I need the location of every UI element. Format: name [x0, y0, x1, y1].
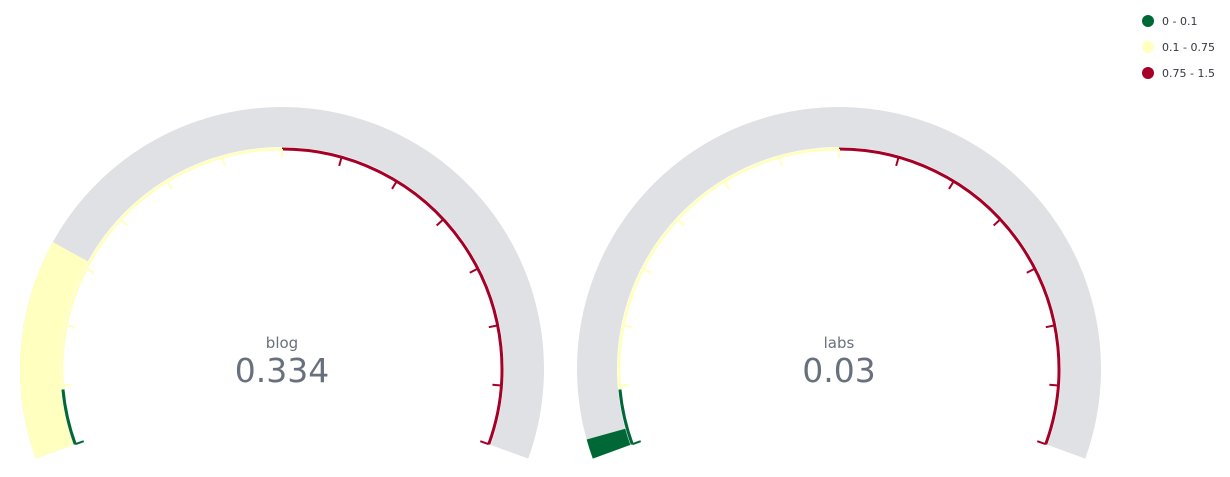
legend-swatch [1142, 67, 1154, 79]
gauge-tick [391, 180, 398, 190]
gauge-tick [677, 218, 686, 227]
gauge-tick [895, 156, 900, 167]
gauge-tick [1049, 383, 1059, 387]
gauge-range-band [61, 389, 77, 445]
gauge-label: blog [266, 334, 298, 352]
gauge-tick [992, 218, 1001, 227]
gauge-tick [120, 218, 129, 227]
gauge-range-band [617, 147, 840, 390]
legend-label: 0.75 - 1.5 [1162, 66, 1215, 80]
gauge-tick [492, 383, 502, 387]
gauge-tick [221, 156, 226, 167]
gauge-value-fill [586, 428, 631, 459]
gauge-tick [469, 267, 479, 274]
gauge-tick [778, 156, 783, 167]
legend-label: 0.1 - 0.75 [1162, 40, 1215, 54]
legend-swatch [1142, 15, 1154, 27]
gauge-range-band [838, 147, 1061, 445]
gauge-value-fill [19, 242, 88, 459]
gauge-tick [488, 324, 498, 329]
gauge-track [576, 106, 1101, 459]
legend-item[interactable]: 0 - 0.1 [1142, 8, 1215, 34]
gauge-tick [642, 267, 652, 274]
gauge-tick [166, 180, 173, 190]
gauge-tick [85, 267, 95, 274]
gauge-tick [948, 180, 955, 190]
gauge-tick [619, 383, 629, 387]
gauge-tick [338, 156, 343, 167]
gauge-value: 0.334 [235, 351, 329, 390]
gauge-label: labs [824, 334, 855, 352]
gauge-tick [1026, 267, 1036, 274]
legend-item[interactable]: 0.1 - 0.75 [1142, 34, 1215, 60]
legend-swatch [1142, 41, 1154, 53]
gauge-tick [62, 383, 72, 387]
gauge-tick [435, 218, 444, 227]
gauge-tick [623, 324, 633, 329]
gauge-range-band [281, 147, 504, 445]
gauge-tick [1036, 440, 1047, 446]
legend-item[interactable]: 0.75 - 1.5 [1142, 60, 1215, 86]
gauge-tick [631, 440, 642, 446]
gauge-tick [479, 440, 490, 446]
gauge-range-band [60, 147, 283, 390]
legend: 0 - 0.1 0.1 - 0.75 0.75 - 1.5 [1142, 8, 1215, 86]
gauge-blog: blog 0.334 [19, 106, 544, 459]
gauge-track [19, 106, 544, 459]
gauge-tick [66, 324, 76, 329]
gauge-value: 0.03 [802, 351, 875, 390]
gauge-labs: labs 0.03 [576, 106, 1101, 459]
gauge-tick [723, 180, 730, 190]
legend-label: 0 - 0.1 [1162, 14, 1198, 28]
gauge-range-band [618, 389, 634, 445]
gauge-tick [1045, 324, 1055, 329]
gauge-tick [74, 440, 85, 446]
